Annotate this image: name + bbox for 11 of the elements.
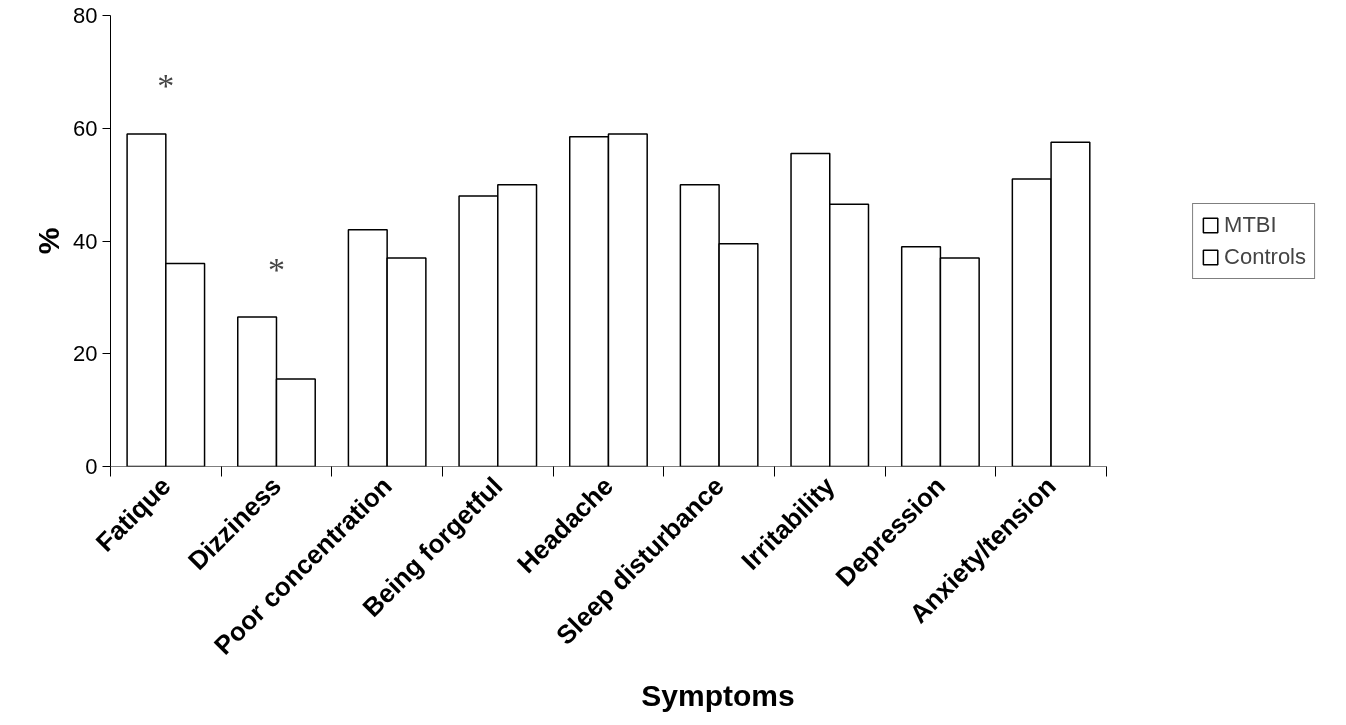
y-axis-title: % <box>32 227 66 255</box>
y-tick-label: 80 <box>73 3 98 28</box>
annotation: * <box>157 67 175 105</box>
legend-label: Controls <box>1224 243 1306 270</box>
y-tick-label: 60 <box>73 115 98 141</box>
y-tick-label: 20 <box>73 341 98 367</box>
x-axis-title: Symptoms <box>641 679 795 713</box>
legend-label: MTBI <box>1224 211 1277 238</box>
y-tick-label: 0 <box>85 454 98 479</box>
annotation: * <box>267 250 285 288</box>
y-tick-label: 40 <box>73 228 98 254</box>
